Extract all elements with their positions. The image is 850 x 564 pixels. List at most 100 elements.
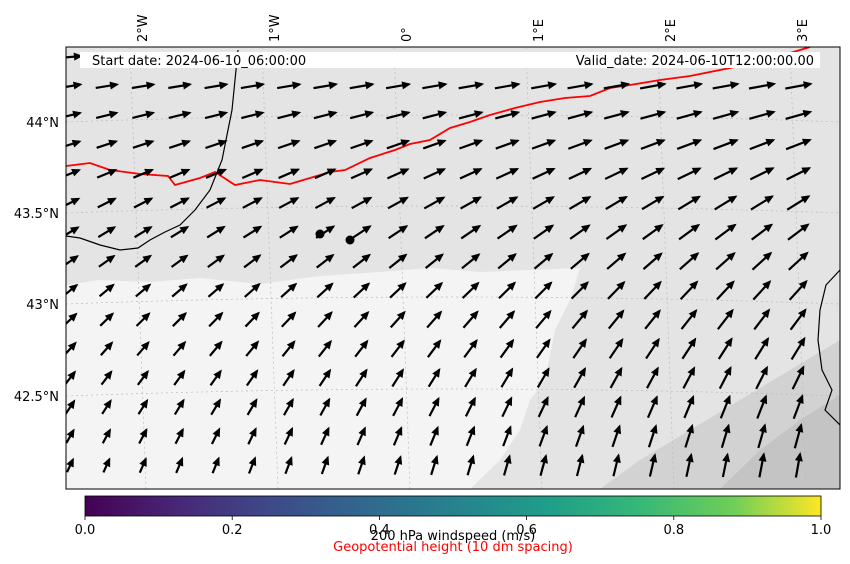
coastline [66, 49, 239, 251]
wind-vector-arrow [313, 110, 338, 120]
wind-vector-arrow [210, 427, 221, 445]
wind-vector-arrow [502, 454, 512, 476]
colorbar-tick-label: 0.2 [222, 523, 243, 538]
wind-vector-arrow [281, 340, 296, 357]
wind-vector-arrow [95, 110, 119, 119]
wind-vector-arrow [66, 255, 80, 266]
wind-vector-arrow [66, 139, 82, 148]
longitude-label: 2°E [664, 19, 679, 42]
wind-vector-arrow [430, 454, 439, 476]
wind-vector-arrow [351, 225, 372, 239]
wind-vector-arrow [131, 81, 156, 90]
longitude-label: 1°W [268, 14, 283, 42]
wind-vector-arrow [278, 197, 300, 209]
wind-vector-arrow [100, 370, 113, 386]
wind-vector-arrow [135, 283, 152, 298]
wind-vector-arrow [531, 81, 558, 90]
wind-vector-arrow [169, 197, 190, 209]
wind-vector-arrow [95, 81, 120, 90]
wind-vector-arrow [276, 81, 302, 90]
wind-vector-arrow [460, 196, 482, 210]
wind-vector-arrow [316, 253, 335, 269]
wind-vector-arrow [713, 138, 739, 151]
wind-vector-arrow [567, 110, 594, 120]
colorbar-label: 200 hPa windspeed (m/s) [371, 529, 536, 544]
wind-vector-arrow [132, 110, 156, 120]
latitude-labels: 44°N 43.5°N 43°N 42.5°N [14, 116, 59, 405]
wind-vector-arrow [319, 397, 331, 416]
wind-vector-arrow [642, 224, 664, 241]
wind-vector-arrow [499, 338, 515, 359]
wind-vector-arrow [531, 110, 557, 120]
wind-vector-arrow [714, 195, 738, 211]
wind-vector-arrow [717, 308, 734, 330]
colorbar [84, 495, 822, 517]
wind-vector-arrow [498, 281, 517, 300]
wind-vector-arrow [279, 225, 299, 239]
wind-vector-arrow [568, 196, 592, 210]
wind-vector-arrow [466, 454, 476, 476]
wind-vector-arrow [427, 339, 442, 358]
wind-vector-arrow [574, 395, 586, 418]
wind-vector-arrow [313, 139, 338, 150]
wind-vector-arrow [463, 338, 478, 359]
wind-vector-arrow [749, 167, 775, 181]
map-panel [66, 47, 840, 489]
wind-vector-arrow [356, 426, 366, 446]
wind-vector-arrow [607, 309, 625, 330]
wind-vector-arrow [647, 424, 658, 448]
wind-vector-arrow [532, 167, 556, 180]
wind-vector-arrow [173, 369, 186, 386]
wind-vector-arrow [314, 196, 336, 210]
wind-vector-arrow [387, 196, 409, 210]
wind-vector-arrow [611, 424, 622, 448]
wind-vector-arrow [605, 195, 628, 210]
wind-vector-arrow [99, 312, 115, 327]
wind-vector-arrow [96, 168, 118, 179]
wind-vector-arrow [170, 226, 190, 239]
wind-vector-arrow [208, 340, 223, 357]
coastline-east [817, 269, 840, 426]
wind-vector-arrow [241, 168, 264, 179]
wind-vector-arrow [603, 110, 630, 120]
wind-vector-arrow [676, 138, 703, 150]
wind-vector-arrow [66, 457, 74, 473]
wind-vector-arrow [676, 110, 703, 120]
wind-vector-arrow [206, 225, 226, 239]
wind-vector-arrow [389, 310, 406, 329]
wind-vector-arrow [679, 280, 699, 300]
wind-vector-arrow [604, 139, 630, 150]
longitude-labels: 2°W 1°W 0° 1°E 2°E 3°E [136, 14, 811, 42]
wind-vector-arrow [137, 398, 149, 415]
wind-vector-arrow [174, 427, 184, 445]
wind-vector-arrow [207, 283, 225, 298]
start-date-label: Start date: 2024-06-10_06:00:00 [92, 54, 306, 69]
wind-vector-arrow [316, 282, 334, 299]
wind-vector-arrow [207, 254, 226, 269]
wind-vector-arrow [756, 394, 768, 419]
wind-vector-arrow [173, 398, 185, 416]
wind-vector-arrow [465, 425, 476, 447]
wind-vector-arrow [66, 52, 83, 61]
wind-vector-arrow [386, 110, 411, 120]
wind-vector-arrow [66, 370, 77, 386]
wind-vector-arrow [247, 427, 257, 445]
wind-vector-arrow [500, 367, 514, 388]
wind-vector-arrow [96, 139, 119, 149]
wind-vector-arrow [168, 139, 192, 149]
wind-vector-arrow [785, 81, 813, 90]
wind-vector-arrow [645, 337, 660, 360]
wind-vector-arrow [531, 139, 557, 150]
wind-vector-arrow [567, 81, 594, 90]
wind-vector-arrow [459, 168, 483, 180]
wind-vector-arrow [644, 309, 661, 330]
wind-vector-arrow [133, 168, 155, 179]
wind-vector-arrow [712, 110, 740, 120]
wind-vector-arrow [133, 197, 154, 209]
wind-vector-arrow [425, 281, 444, 299]
wind-vector-arrow [246, 398, 258, 416]
wind-vector-arrow [283, 426, 294, 445]
wind-vector-arrow [391, 368, 404, 388]
wind-vector-arrow [240, 81, 266, 90]
